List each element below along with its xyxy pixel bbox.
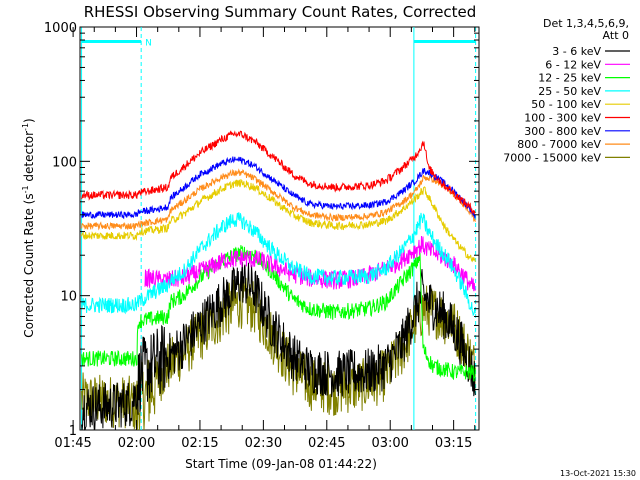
legend-header-detectors: Det 1,3,4,5,6,9, <box>543 17 629 30</box>
series-line-5 <box>81 179 476 263</box>
x-tick-label: 02:15 <box>181 436 218 451</box>
legend-entry-label: 100 - 300 keV <box>524 112 601 125</box>
series-line-1 <box>81 262 476 431</box>
y-axis-label-sup1: -1 <box>21 185 30 193</box>
series-line-3 <box>81 245 476 382</box>
y-tick-label: 1 <box>69 424 77 439</box>
legend-entry-label: 25 - 50 keV <box>538 85 601 98</box>
x-tick-label: 03:00 <box>371 436 408 451</box>
y-axis-label-end: ) <box>22 118 36 123</box>
y-tick-label: 100 <box>52 155 77 170</box>
y-axis-label-sup2: -1 <box>21 123 30 131</box>
x-tick-label: 02:30 <box>245 436 282 451</box>
y-tick-label: 1000 <box>44 21 77 36</box>
y-tick-label: 10 <box>60 290 77 305</box>
series-line-2 <box>144 235 476 292</box>
plot-frame <box>79 26 480 431</box>
series-line-8 <box>81 168 476 232</box>
legend-entry-label: 3 - 6 keV <box>552 45 601 58</box>
legend-entry-label: 50 - 100 keV <box>531 98 601 111</box>
axis-ticks: 1 10 100 1000 01:45 02:00 02:15 02:30 02:45 03:00… <box>44 21 479 451</box>
x-tick-label: 03:15 <box>435 436 472 451</box>
series-line-6 <box>81 130 476 214</box>
legend-entry-label: 7000 - 15000 keV <box>503 151 601 164</box>
night-marker-label: N <box>145 38 152 48</box>
generation-timestamp: 13-Oct-2021 15:30 <box>560 469 636 478</box>
y-axis-label-main: Corrected Count Rate (s <box>22 193 36 337</box>
orbit-markers: N <box>81 27 477 430</box>
x-tick-label: 02:00 <box>118 436 155 451</box>
x-tick-label: 01:45 <box>54 436 91 451</box>
legend-entry-label: 12 - 25 keV <box>538 72 601 85</box>
legend-entry-label: 300 - 800 keV <box>524 125 601 138</box>
series-line-7 <box>81 156 476 220</box>
legend-entry-label: 6 - 12 keV <box>545 58 601 71</box>
series-layer <box>81 130 476 431</box>
chart-title: RHESSI Observing Summary Count Rates, Co… <box>84 3 477 21</box>
legend-header-attenuator: Att 0 <box>603 29 629 42</box>
y-axis-label: Corrected Count Rate (s-1 detector-1) <box>21 118 36 337</box>
axes-frame <box>79 26 480 431</box>
y-axis-label-mid: detector <box>22 131 36 186</box>
x-axis-label: Start Time (09-Jan-08 01:44:22) <box>185 457 377 471</box>
x-tick-label: 02:45 <box>308 436 345 451</box>
legend-entry-label: 800 - 7000 keV <box>517 138 601 151</box>
series-line-4 <box>81 212 476 317</box>
